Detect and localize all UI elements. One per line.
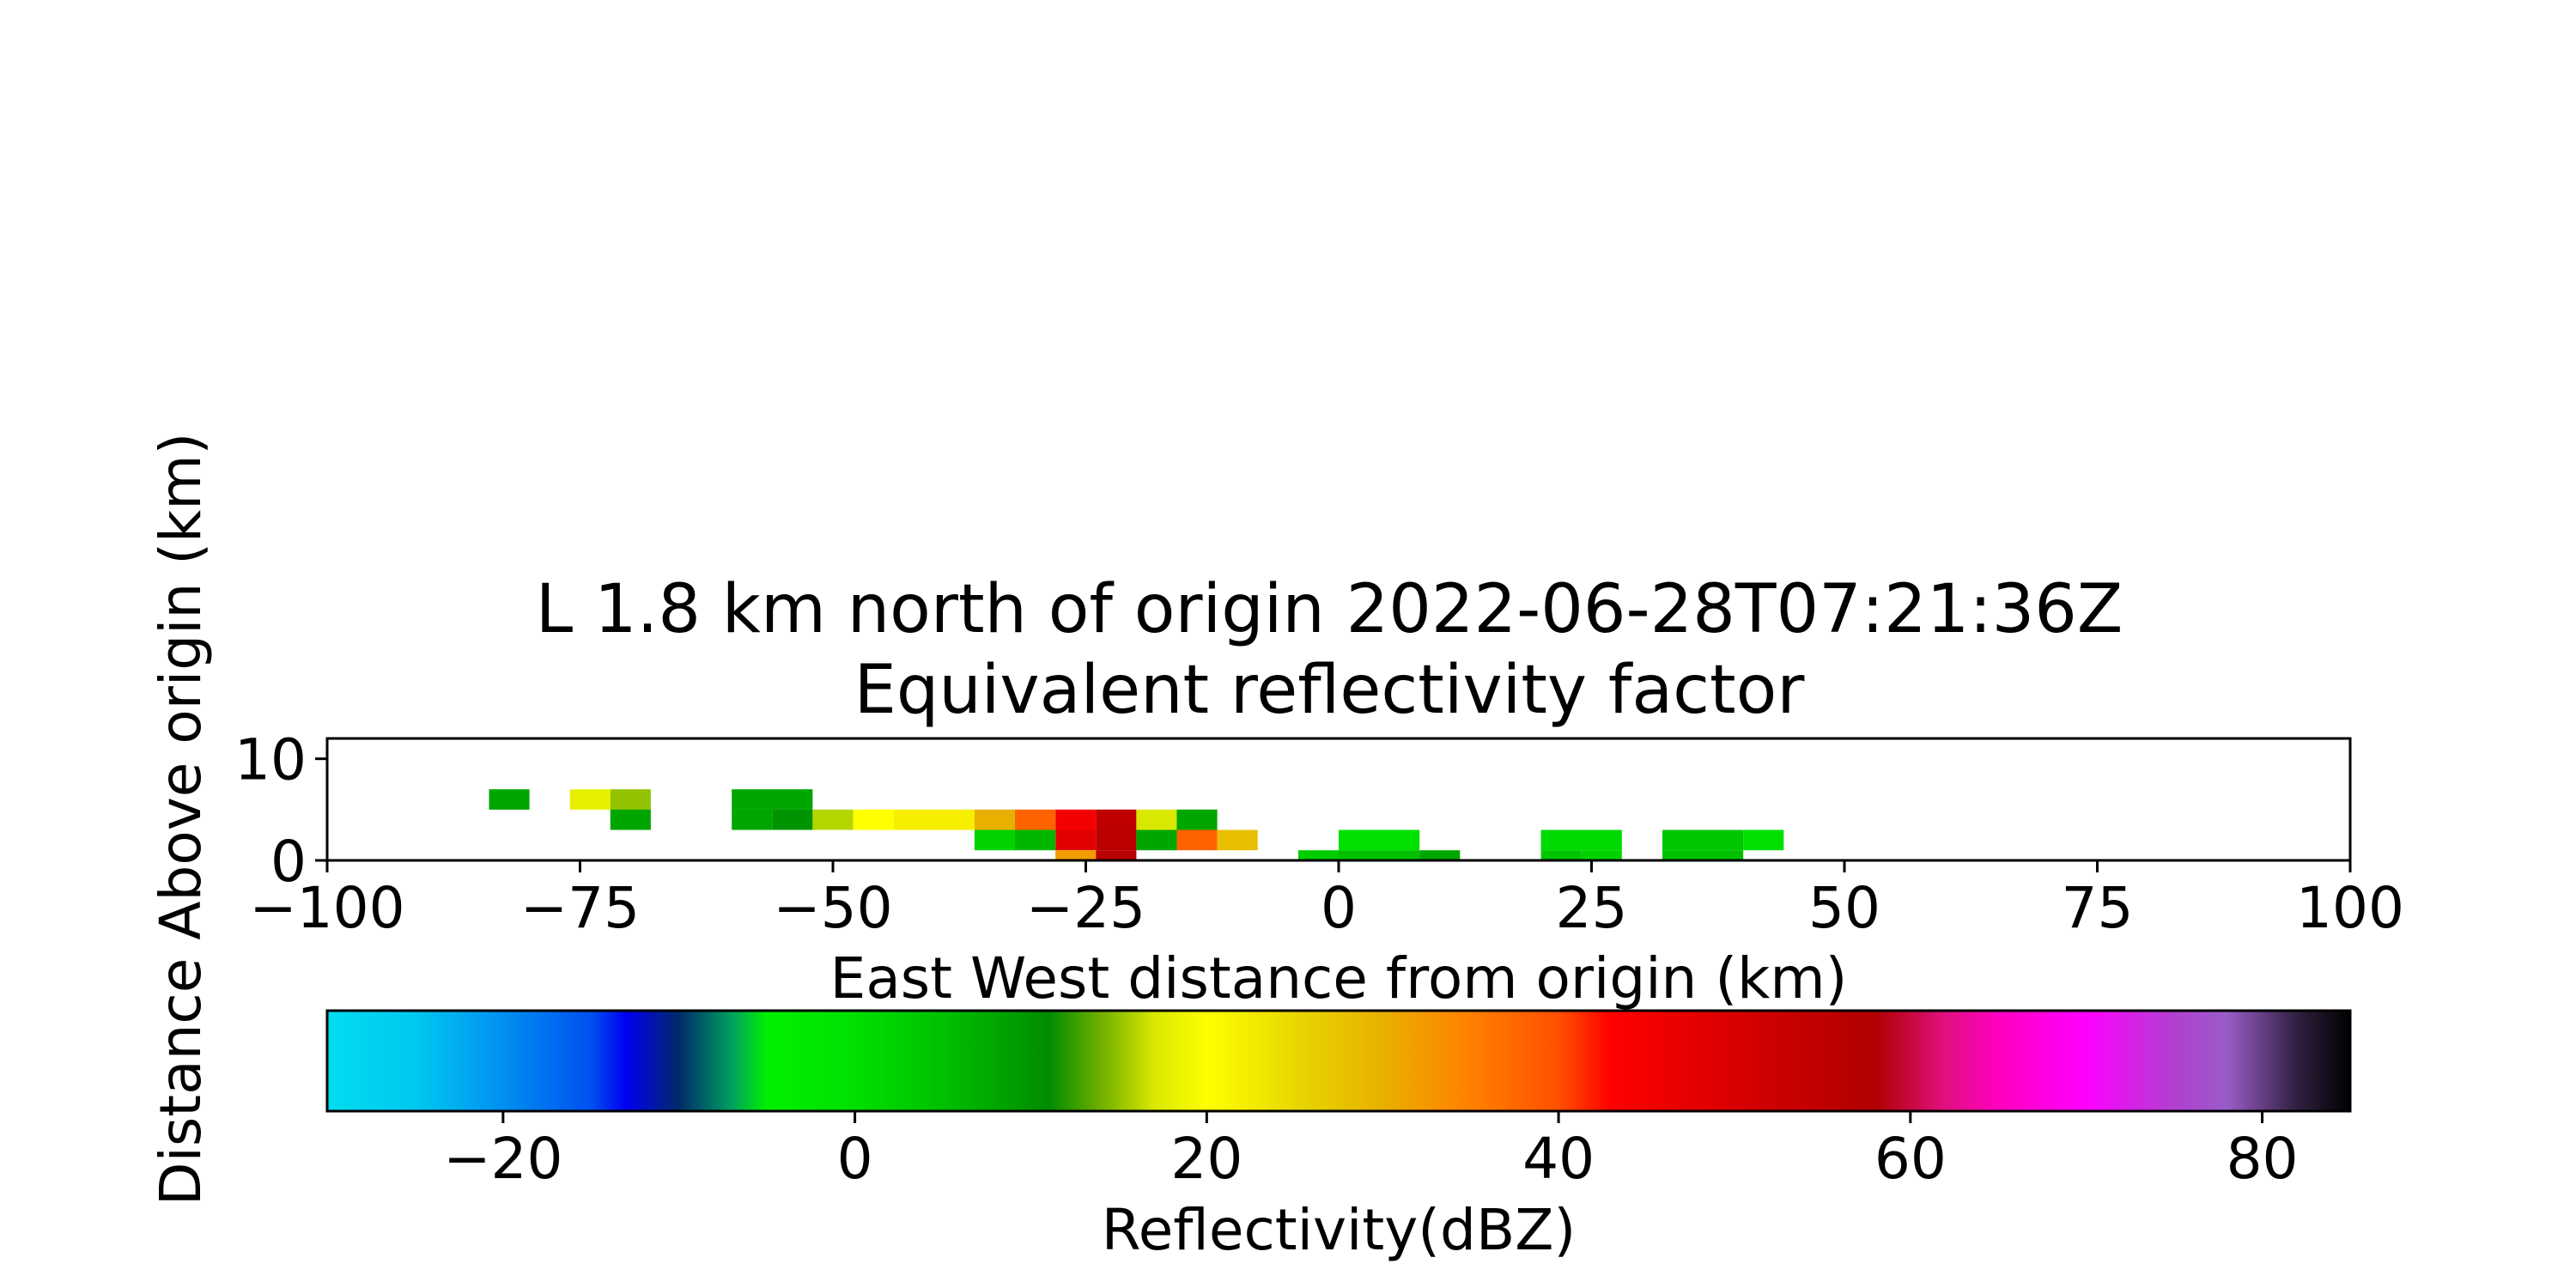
colorbar (325, 1009, 2352, 1113)
x-axis: −100 −75 −50 −25 0 25 50 75 100 (249, 860, 2404, 941)
reflectivity-cell (1743, 829, 1784, 851)
colorbar-tick-label: 0 (837, 1126, 873, 1192)
reflectivity-cell (1136, 829, 1177, 851)
colorbar-tick-label: 60 (1874, 1126, 1947, 1192)
reflectivity-cell (1176, 809, 1218, 830)
reflectivity-cell (489, 789, 530, 810)
reflectivity-cell (1015, 829, 1056, 851)
reflectivity-cell (1176, 829, 1218, 851)
x-tick-label: −25 (1026, 875, 1145, 941)
x-tick-label: −75 (520, 875, 640, 941)
reflectivity-cell (1662, 829, 1744, 851)
reflectivity-cell (1096, 850, 1137, 860)
reflectivity-cell (1540, 829, 1622, 851)
chart-title-line2: Equivalent reflectivity factor (854, 652, 1806, 729)
y-axis-label: Distance Above origin (km) (148, 433, 214, 1206)
reflectivity-cell (772, 809, 813, 830)
reflectivity-cell (610, 809, 651, 830)
y-axis: 0 10 (234, 727, 327, 895)
reflectivity-cell (1055, 850, 1097, 860)
x-tick-label: 25 (1556, 875, 1628, 941)
reflectivity-cell (1055, 829, 1097, 851)
y-tick-label: 10 (234, 727, 307, 793)
colorbar-tick-label: 40 (1522, 1126, 1595, 1192)
reflectivity-cell (974, 829, 1015, 851)
colorbar-axis: −20 0 20 40 60 80 (443, 1111, 2299, 1192)
x-axis-label: East West distance from origin (km) (830, 945, 1848, 1012)
reflectivity-cell (1419, 850, 1461, 860)
x-tick-label: 75 (2062, 875, 2134, 941)
reflectivity-cell (1540, 850, 1582, 860)
reflectivity-cell (1339, 850, 1420, 860)
reflectivity-cell (569, 789, 611, 810)
colorbar-label: Reflectivity(dBZ) (1102, 1197, 1576, 1263)
reflectivity-cell (1297, 850, 1339, 860)
reflectivity-cell (1055, 809, 1097, 830)
x-tick-label: 100 (2296, 875, 2404, 941)
reflectivity-cell (732, 789, 813, 810)
reflectivity-cell (853, 809, 894, 830)
colorbar-tick-label: −20 (443, 1126, 562, 1192)
reflectivity-cell (974, 809, 1015, 830)
x-tick-label: −50 (773, 875, 892, 941)
reflectivity-cell (1217, 829, 1258, 851)
reflectivity-cell (893, 809, 975, 830)
reflectivity-cells (489, 789, 1784, 860)
reflectivity-cell (1096, 809, 1137, 830)
reflectivity-cell (812, 809, 854, 830)
chart-title-line1: L 1.8 km north of origin 2022-06-28T07:2… (536, 571, 2123, 648)
colorbar-tick-label: 20 (1170, 1126, 1242, 1192)
reflectivity-cell (732, 809, 773, 830)
colorbar-tick-label: 80 (2227, 1126, 2299, 1192)
x-tick-label: 0 (1321, 875, 1357, 941)
reflectivity-cell (610, 789, 651, 810)
reflectivity-cell (1339, 829, 1420, 851)
reflectivity-cell (1662, 850, 1744, 860)
x-tick-label: 50 (1808, 875, 1880, 941)
y-tick-label: 0 (270, 829, 307, 895)
reflectivity-cell (1136, 809, 1177, 830)
reflectivity-cell (1015, 809, 1056, 830)
reflectivity-cell (1581, 850, 1622, 860)
reflectivity-cell (1096, 829, 1137, 851)
x-tick-label: −100 (249, 875, 404, 941)
